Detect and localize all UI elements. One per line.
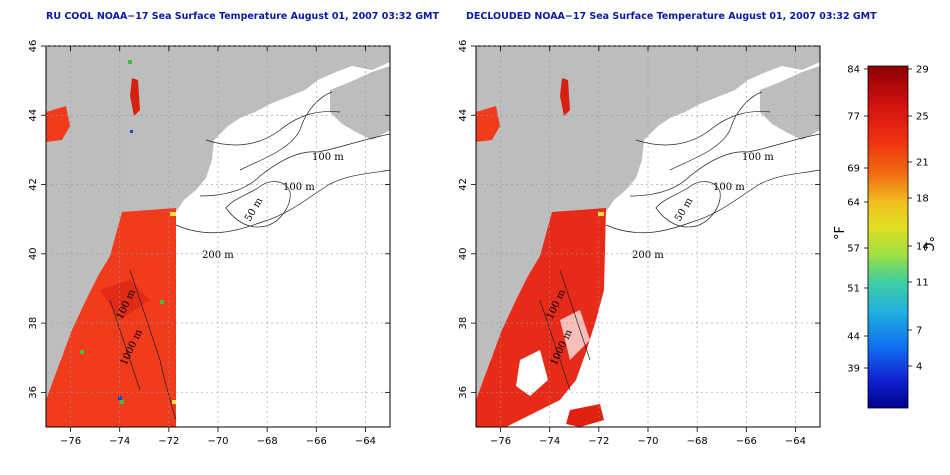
colorbar-f-label: 39 — [847, 364, 860, 375]
x-tick-label: −68 — [257, 436, 278, 447]
colorbar-c-label: 25 — [916, 112, 929, 123]
x-tick-label: −72 — [588, 436, 609, 447]
y-tick-label: 42 — [28, 178, 39, 191]
x-tick-label: −76 — [60, 436, 81, 447]
contour-label: 100 m — [312, 152, 344, 163]
colorbar: 84 77 69 64 57 51 44 39 29 25 21 18 14 11 7 4 °F °C — [833, 65, 935, 409]
colorbar-c-label: 18 — [916, 194, 929, 205]
y-tick-label: 38 — [458, 317, 469, 330]
y-tick-label: 46 — [458, 40, 469, 53]
x-tick-label: −74 — [539, 436, 560, 447]
x-tick-label: −64 — [785, 436, 806, 447]
contour-label: 100 m — [742, 152, 774, 163]
y-tick-label: 42 — [458, 178, 469, 191]
x-tick-label: −74 — [109, 436, 130, 447]
y-tick-label: 36 — [458, 386, 469, 399]
colorbar-f-label: 84 — [847, 65, 860, 76]
left-panel-title: RU COOL NOAA−17 Sea Surface Temperature … — [46, 11, 439, 22]
sst-swath — [476, 208, 606, 427]
right-panel-title: DECLOUDED NOAA−17 Sea Surface Temperatur… — [466, 11, 877, 22]
right-map-panel: 100 m 100 m 50 m 200 m 100 m 1000 m −76−… — [458, 40, 821, 447]
contour-label: 200 m — [202, 250, 234, 261]
x-tick-label: −68 — [687, 436, 708, 447]
y-tick-label: 40 — [28, 247, 39, 260]
left-axes: −76 −74 −72 −70 −68 −66 −64 36 38 40 42 44 46 — [28, 40, 390, 447]
right-axes: −76 −74 −72 −70 −68 −66 −64 36 38 40 42 44 46 — [458, 40, 820, 447]
fahrenheit-label: °F — [833, 226, 848, 240]
colorbar-c-label: 21 — [916, 158, 929, 169]
colorbar-f-label: 57 — [847, 244, 860, 255]
celsius-label: °C — [920, 236, 935, 252]
colorbar-c-label: 11 — [916, 278, 929, 289]
x-tick-label: −76 — [490, 436, 511, 447]
x-tick-label: −70 — [637, 436, 658, 447]
left-map-panel: 100 m 100 m 50 m 200 m 100 m 1000 m −76−… — [28, 40, 391, 447]
x-tick-label: −66 — [736, 436, 757, 447]
colorbar-f-label: 69 — [847, 164, 860, 175]
contour-label: 100 m — [283, 182, 315, 193]
y-tick-label: 40 — [458, 247, 469, 260]
x-tick-label: −70 — [207, 436, 228, 447]
y-tick-label: 46 — [28, 40, 39, 53]
land-mass — [476, 46, 820, 400]
y-tick-label: 44 — [28, 109, 39, 122]
y-tick-label: 44 — [458, 109, 469, 122]
nova-scotia-land — [760, 66, 820, 140]
colorbar-c-label: 14 — [916, 242, 929, 253]
nova-scotia-land — [330, 66, 390, 140]
y-tick-label: 36 — [28, 386, 39, 399]
colorbar-c-label: 7 — [916, 326, 922, 337]
contour-label: 200 m — [632, 250, 664, 261]
sst-swath — [46, 208, 176, 427]
x-tick-label: −72 — [158, 436, 179, 447]
x-tick-label: −64 — [355, 436, 376, 447]
x-tick-label: −66 — [306, 436, 327, 447]
colorbar-f-label: 44 — [847, 332, 860, 343]
colorbar-gradient — [867, 65, 909, 409]
colorbar-f-label: 51 — [847, 284, 860, 295]
land-mass — [46, 46, 390, 400]
colorbar-c-label: 4 — [916, 362, 922, 373]
colorbar-f-label: 64 — [847, 198, 860, 209]
colorbar-c-label: 29 — [916, 65, 929, 76]
contour-label: 100 m — [713, 182, 745, 193]
colorbar-f-label: 77 — [847, 112, 860, 123]
y-tick-label: 38 — [28, 317, 39, 330]
